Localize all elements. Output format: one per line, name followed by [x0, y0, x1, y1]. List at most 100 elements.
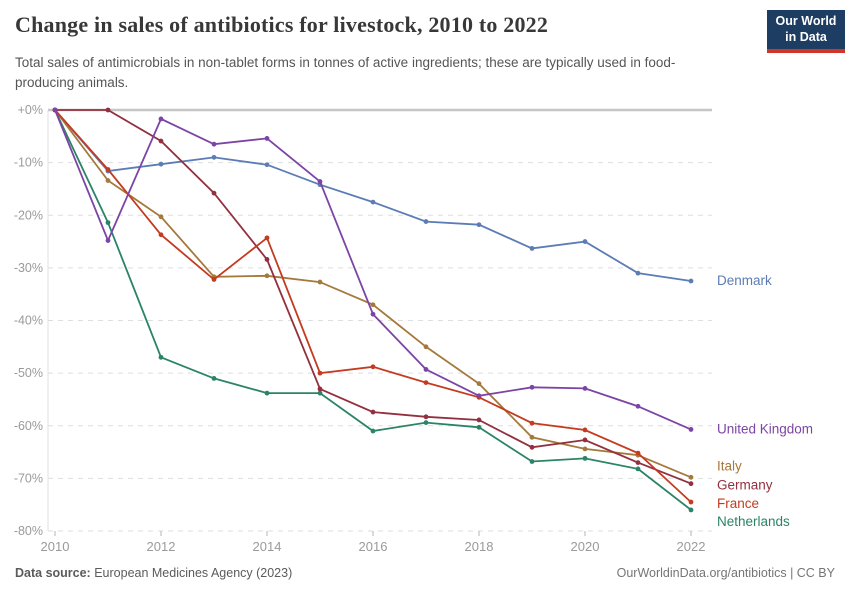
data-source-label: Data source:	[15, 566, 91, 580]
data-point-germany	[529, 444, 535, 450]
y-axis-label: -40%	[14, 314, 43, 328]
data-point-italy	[158, 214, 164, 220]
x-axis-label: 2022	[677, 539, 706, 554]
data-point-united-kingdom	[688, 427, 694, 432]
data-point-united-kingdom	[317, 179, 323, 184]
data-point-united-kingdom	[158, 116, 164, 122]
data-point-denmark	[582, 239, 588, 244]
data-point-france	[423, 380, 429, 385]
data-point-netherlands	[529, 459, 535, 464]
data-point-italy	[264, 273, 270, 279]
y-axis-label: -20%	[14, 208, 43, 222]
y-axis-label: -60%	[14, 419, 43, 433]
y-axis-label: -30%	[14, 261, 43, 275]
data-point-united-kingdom	[582, 385, 588, 391]
data-point-united-kingdom	[264, 136, 270, 141]
data-point-denmark	[476, 222, 482, 228]
data-point-italy	[582, 446, 588, 452]
data-point-denmark	[264, 162, 270, 168]
owid-logo[interactable]: Our World in Data	[767, 10, 845, 53]
x-axis-label: 2014	[253, 539, 282, 554]
series-label-denmark[interactable]: Denmark	[717, 273, 772, 288]
series-label-germany[interactable]: Germany	[717, 478, 773, 493]
data-point-germany	[370, 409, 376, 415]
x-axis-label: 2012	[147, 539, 176, 554]
chart-canvas: +0% -10% -20% -30% -40% -50% -60% -70% -80%2010 2…	[14, 103, 813, 554]
data-point-italy	[529, 434, 535, 440]
data-source-note: Data source: European Medicines Agency (…	[15, 566, 292, 580]
y-axis-label: -50%	[14, 366, 43, 380]
data-point-italy	[370, 302, 376, 308]
data-point-germany	[582, 437, 588, 443]
data-point-netherlands	[264, 390, 270, 396]
data-point-denmark	[635, 270, 641, 276]
data-point-denmark	[423, 219, 429, 224]
data-point-france	[158, 232, 164, 238]
series-label-netherlands[interactable]: Netherlands	[717, 514, 790, 529]
data-point-germany	[317, 386, 323, 392]
data-point-france	[105, 167, 111, 172]
x-axis-label: 2016	[359, 539, 388, 554]
chart-subtitle: Total sales of antimicrobials in non-tab…	[15, 55, 676, 90]
data-point-italy	[105, 178, 111, 183]
series-label-united-kingdom[interactable]: United Kingdom	[717, 421, 813, 436]
page-title: Change in sales of antibiotics for lives…	[15, 12, 549, 37]
series-line-united-kingdom[interactable]	[54, 109, 692, 431]
data-point-france	[264, 235, 270, 241]
data-point-netherlands	[317, 390, 323, 396]
data-source-value: European Medicines Agency (2023)	[90, 566, 293, 580]
data-point-italy	[688, 474, 694, 480]
data-point-germany	[264, 257, 270, 262]
chart-footer: Data source: European Medicines Agency (…	[15, 566, 835, 580]
data-point-denmark	[529, 246, 535, 251]
data-point-italy	[423, 344, 429, 350]
data-point-united-kingdom	[105, 238, 111, 243]
data-point-united-kingdom	[211, 141, 217, 147]
data-point-united-kingdom	[529, 384, 535, 390]
owid-logo-line1: Our World	[775, 13, 837, 28]
data-point-germany	[688, 481, 694, 487]
attribution-link[interactable]: OurWorldinData.org/antibiotics | CC BY	[616, 566, 835, 580]
data-point-germany	[635, 460, 641, 465]
data-point-denmark	[211, 154, 217, 160]
data-point-germany	[476, 417, 482, 423]
data-point-united-kingdom	[635, 403, 641, 409]
owid-logo-line2: in Data	[785, 29, 827, 44]
series-label-france[interactable]: France	[717, 496, 759, 511]
data-point-germany	[105, 107, 111, 113]
series-label-italy[interactable]: Italy	[717, 458, 742, 473]
data-point-united-kingdom	[423, 367, 429, 372]
y-axis-label: +0%	[18, 103, 43, 117]
y-axis-label: -80%	[14, 524, 43, 538]
data-point-netherlands	[105, 220, 111, 226]
data-point-netherlands	[211, 375, 217, 381]
data-point-germany	[211, 190, 217, 196]
data-point-denmark	[158, 161, 164, 167]
x-axis-label: 2010	[41, 539, 70, 554]
data-point-united-kingdom	[370, 311, 376, 317]
y-axis-label: -10%	[14, 156, 43, 170]
data-point-france	[688, 499, 694, 505]
data-point-united-kingdom	[476, 393, 482, 399]
y-axis-label: -70%	[14, 471, 43, 485]
data-point-netherlands	[582, 455, 588, 461]
data-point-france	[635, 450, 641, 456]
data-point-france	[317, 370, 323, 376]
data-point-france	[582, 427, 588, 433]
data-point-netherlands	[688, 507, 694, 513]
data-point-france	[529, 420, 535, 426]
data-point-italy	[317, 279, 323, 285]
data-point-netherlands	[635, 466, 641, 472]
data-point-denmark	[688, 278, 694, 284]
x-axis-label: 2020	[571, 539, 600, 554]
data-point-netherlands	[476, 424, 482, 430]
data-point-netherlands	[370, 428, 376, 434]
data-point-france	[211, 277, 217, 282]
data-point-france	[370, 364, 376, 370]
data-point-united-kingdom	[52, 107, 58, 113]
data-point-netherlands	[158, 354, 164, 360]
data-point-italy	[476, 381, 482, 387]
x-axis-label: 2018	[465, 539, 494, 554]
data-point-denmark	[370, 199, 376, 205]
data-point-netherlands	[423, 420, 429, 425]
